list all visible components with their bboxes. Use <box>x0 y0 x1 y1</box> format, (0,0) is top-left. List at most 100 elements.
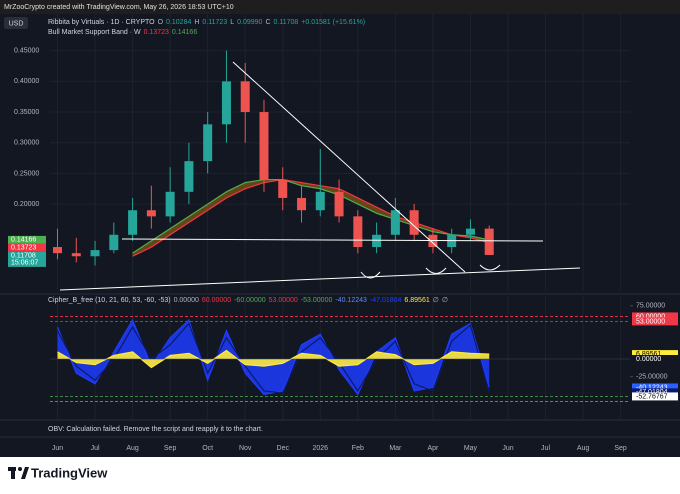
footer <box>0 457 680 489</box>
arc <box>360 271 381 279</box>
value-badge <box>632 317 678 326</box>
y-tick-label: 0.30000 <box>14 140 39 147</box>
value-badge-label: 0.00000 <box>636 356 661 363</box>
value-badge-label: 60.00000 <box>636 313 665 320</box>
price-badge <box>8 251 46 267</box>
indicator-title: Cipher_B_free (10, 21, 60, 53, -60, -53)… <box>48 297 448 304</box>
indicator-value: ∅ <box>433 297 439 304</box>
indicator <box>50 316 630 402</box>
arc <box>425 267 447 274</box>
header-text: MrZooCrypto created with TradingView.com… <box>4 4 234 11</box>
indicator-value: 6.89561 <box>404 297 429 304</box>
value-badge <box>632 392 678 401</box>
candle-body <box>353 216 363 248</box>
x-tick-label: Sep <box>164 445 177 452</box>
value-badge <box>632 312 678 321</box>
logo: TradingView <box>8 465 108 480</box>
x-tick-label: Nov <box>239 445 252 452</box>
candle-body <box>409 210 419 235</box>
x-tick-label: Feb <box>352 445 364 452</box>
ohlc-value: 0.11723 <box>202 19 227 26</box>
value-badge <box>632 355 678 363</box>
candle-body <box>297 197 307 211</box>
value-badge <box>632 383 678 392</box>
y-tick-label: 75.00000 <box>636 303 665 310</box>
x-tick-label: Jul <box>91 445 100 452</box>
logo-shape <box>18 467 22 471</box>
band-fill <box>132 179 490 257</box>
indicator-value: ∅ <box>442 297 448 304</box>
series-line <box>57 349 490 369</box>
x-tick-label: Sep <box>614 445 627 452</box>
ohlc-value: 0.11708 <box>274 19 299 26</box>
value-badge <box>632 350 678 359</box>
x-tick-label: Aug <box>577 445 590 452</box>
x-tick-label: May <box>464 445 478 452</box>
price-badge-label: 0.14166 <box>11 237 36 244</box>
x-tick-label: Jul <box>541 445 550 452</box>
header-bar <box>0 0 680 14</box>
symbol-title: Ribbita by Virtuals · 1D · CRYPTO <box>48 19 155 26</box>
indicator-value: 53.00000 <box>269 297 298 304</box>
candle-body <box>184 161 194 192</box>
legend: Ribbita by Virtuals · 1D · CRYPTO O 0.1028… <box>48 19 448 433</box>
candle-body <box>484 228 494 255</box>
candle-body <box>240 81 250 113</box>
x-tick-label: Aug <box>126 445 139 452</box>
y-tick-label: 0.40000 <box>14 78 39 85</box>
axes: Jun Jul Aug Sep Oct Nov Dec 2026 Feb Mar Apr May Jun… <box>8 48 678 452</box>
ohlc-value: 0.10284 <box>166 19 191 26</box>
candle-body <box>221 81 231 125</box>
background <box>0 0 680 457</box>
indicator-value: -60.00000 <box>234 297 266 304</box>
trend-line <box>232 61 466 273</box>
candle-body <box>146 210 156 217</box>
x-tick-label: 2026 <box>313 445 329 452</box>
band-title: Bull Market Support Band · W 0.13723 0.141… <box>48 29 197 36</box>
candle-body <box>128 210 138 235</box>
candle-body <box>53 247 63 254</box>
price-badge <box>8 243 46 252</box>
x-tick-label: Dec <box>277 445 290 452</box>
band-line <box>132 178 490 254</box>
candle-body <box>334 191 344 217</box>
indicator-value: 0.00000 <box>174 297 199 304</box>
series-area <box>57 319 490 395</box>
obv-message: OBV: Calculation failed. Remove the scri… <box>48 426 263 433</box>
candle-body <box>315 191 325 211</box>
ohlc-value: +0.01581 (+15.61%) <box>301 19 365 26</box>
ohlc-value: O <box>158 19 164 26</box>
x-tick-label: Mar <box>389 445 402 452</box>
currency-box[interactable] <box>4 17 28 29</box>
x-tick-label: Jun <box>502 445 513 452</box>
value-badge-label: -52.76767 <box>636 393 668 400</box>
candle-body <box>165 191 175 217</box>
band-value: 0.13723 <box>144 29 169 36</box>
logo-shape <box>11 471 15 479</box>
candle-body <box>90 250 100 257</box>
price-badge-label: 0.11708 <box>11 253 36 260</box>
trend-line <box>121 238 544 242</box>
candle-body <box>109 234 119 251</box>
series-line <box>56 322 490 394</box>
candle-body <box>259 112 269 180</box>
logo-shape <box>8 467 16 471</box>
indicator-value: -40.12243 <box>335 297 367 304</box>
value-badge-label: 6.89561 <box>636 351 661 358</box>
candle-body <box>465 228 475 235</box>
ohlc-value: L <box>230 19 234 26</box>
y-tick-label: 0.20000 <box>14 201 39 208</box>
candle-body <box>203 124 213 162</box>
countdown: 15:06:07 <box>11 260 38 267</box>
price-badge-label: 0.13723 <box>11 245 36 252</box>
x-tick-label: Jun <box>52 445 63 452</box>
indicator-value: -47.01804 <box>370 297 402 304</box>
value-badge-label: -40.12243 <box>636 384 668 391</box>
price-badge <box>8 235 46 244</box>
legend-line: Ribbita by Virtuals · 1D · CRYPTO O 0.1028… <box>48 19 365 26</box>
candle-body <box>390 210 400 235</box>
y-tick-label: 0.45000 <box>14 48 39 55</box>
indicator-value: 60.00000 <box>202 297 231 304</box>
